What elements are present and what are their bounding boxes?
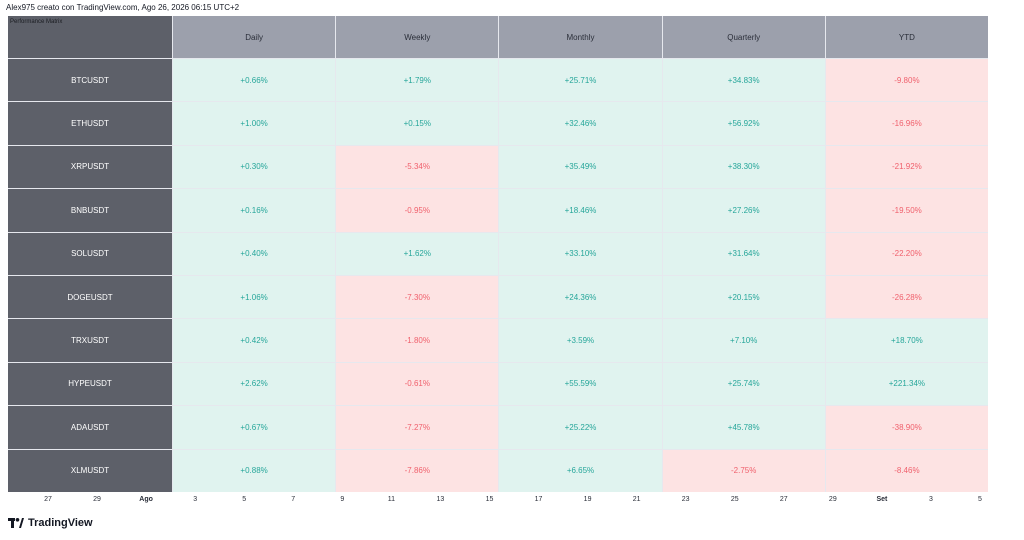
matrix-cell: +38.30% xyxy=(662,145,825,189)
time-axis-tick: 13 xyxy=(436,496,445,503)
time-axis-tick: 9 xyxy=(340,496,345,503)
matrix-cell: +0.30% xyxy=(173,145,336,189)
matrix-cell: +221.34% xyxy=(825,362,988,406)
matrix-cell: -22.20% xyxy=(825,232,988,275)
matrix-cell: -2.75% xyxy=(662,449,825,492)
matrix-cell: +56.92% xyxy=(662,102,825,145)
matrix-cell: +55.59% xyxy=(499,362,662,406)
column-header-quarterly: Quarterly xyxy=(662,16,825,58)
matrix-cell: -19.50% xyxy=(825,189,988,232)
matrix-cell: +1.00% xyxy=(173,102,336,145)
matrix-cell: +2.62% xyxy=(173,362,336,406)
matrix-cell: +24.36% xyxy=(499,276,662,319)
matrix-cell: +0.67% xyxy=(173,406,336,449)
matrix-cell: +18.70% xyxy=(825,319,988,362)
time-axis-tick: 21 xyxy=(632,496,641,503)
matrix-cell: -8.46% xyxy=(825,449,988,492)
column-header-weekly: Weekly xyxy=(336,16,499,58)
time-axis-tick: 27 xyxy=(779,496,788,503)
time-axis-tick: 7 xyxy=(291,496,296,503)
time-axis-tick: 5 xyxy=(242,496,247,503)
row-header-adausdt: ADAUSDT xyxy=(8,406,172,449)
matrix-cell: +27.26% xyxy=(662,189,825,232)
tradingview-logo-icon xyxy=(8,518,24,528)
matrix-cell: -9.80% xyxy=(825,59,988,102)
chart-attribution: Alex975 creato con TradingView.com, Ago … xyxy=(6,3,240,12)
matrix-cell: -1.80% xyxy=(336,319,499,362)
matrix-cell: +32.46% xyxy=(499,102,662,145)
tradingview-logo-text: TradingView xyxy=(28,517,93,529)
time-axis-tick: 3 xyxy=(928,496,933,503)
row-header-xlmusdt: XLMUSDT xyxy=(8,449,172,492)
matrix-cell: +25.74% xyxy=(662,362,825,406)
matrix-cell: -5.34% xyxy=(336,145,499,189)
time-axis-tick: 29 xyxy=(828,496,837,503)
time-axis-tick: Ago xyxy=(139,496,153,503)
row-header-trxusdt: TRXUSDT xyxy=(8,319,172,362)
tradingview-logo[interactable]: TradingView xyxy=(8,517,93,529)
time-axis[interactable]: 27 29 Ago 3 5 7 9 11 13 15 17 19 21 23 25 27 29 Set 3 5 xyxy=(8,492,988,508)
time-axis-tick: Set xyxy=(876,496,888,503)
matrix-cell: -21.92% xyxy=(825,145,988,189)
time-axis-tick: 3 xyxy=(193,496,198,503)
matrix-cell: +1.62% xyxy=(336,232,499,275)
time-axis-tick: 15 xyxy=(485,496,494,503)
matrix-title: Performance Matrix xyxy=(8,16,172,58)
matrix-cell: +18.46% xyxy=(499,189,662,232)
matrix-cell: +35.49% xyxy=(499,145,662,189)
matrix-cell: +0.15% xyxy=(336,102,499,145)
matrix-cell: +6.65% xyxy=(499,449,662,492)
matrix-cell: +1.79% xyxy=(336,59,499,102)
row-header-dogeusdt: DOGEUSDT xyxy=(8,276,172,319)
matrix-cell: +45.78% xyxy=(662,406,825,449)
row-header-bnbusdt: BNBUSDT xyxy=(8,189,172,232)
matrix-cell: -7.27% xyxy=(336,406,499,449)
matrix-cell: +0.42% xyxy=(173,319,336,362)
matrix-cell: -16.96% xyxy=(825,102,988,145)
matrix-cell: +25.22% xyxy=(499,406,662,449)
matrix-cell: +33.10% xyxy=(499,232,662,275)
row-header-hypeusdt: HYPEUSDT xyxy=(8,362,172,406)
row-header-btcusdt: BTCUSDT xyxy=(8,59,172,102)
time-axis-tick: 29 xyxy=(93,496,101,503)
row-header-ethusdt: ETHUSDT xyxy=(8,102,172,145)
column-header-ytd: YTD xyxy=(825,16,988,58)
matrix-cell: +34.83% xyxy=(662,59,825,102)
matrix-cell: +0.40% xyxy=(173,232,336,275)
column-header-monthly: Monthly xyxy=(499,16,662,58)
time-axis-tick: 27 xyxy=(44,496,52,503)
matrix-cell: +7.10% xyxy=(662,319,825,362)
matrix-cell: +0.88% xyxy=(173,449,336,492)
time-axis-tick: 23 xyxy=(681,496,690,503)
matrix-cell: -0.61% xyxy=(336,362,499,406)
row-header-solusdt: SOLUSDT xyxy=(8,232,172,275)
matrix-cell: +31.64% xyxy=(662,232,825,275)
matrix-cell: +25.71% xyxy=(499,59,662,102)
time-axis-tick: 5 xyxy=(978,496,982,503)
matrix-cell: -38.90% xyxy=(825,406,988,449)
matrix-cell: -26.28% xyxy=(825,276,988,319)
time-axis-tick: 19 xyxy=(583,496,592,503)
matrix-cell: -0.95% xyxy=(336,189,499,232)
column-header-daily: Daily xyxy=(173,16,336,58)
matrix-cell: +20.15% xyxy=(662,276,825,319)
matrix-cell: -7.30% xyxy=(336,276,499,319)
time-axis-tick: 17 xyxy=(534,496,543,503)
row-header-xrpusdt: XRPUSDT xyxy=(8,145,172,189)
time-axis-tick: 25 xyxy=(730,496,739,503)
matrix-cell: +3.59% xyxy=(499,319,662,362)
matrix-cell: -7.86% xyxy=(336,449,499,492)
matrix-cell: +0.16% xyxy=(173,189,336,232)
performance-matrix: Performance Matrix Daily Weekly Monthly Qua… xyxy=(8,16,988,492)
matrix-cell: +1.06% xyxy=(173,276,336,319)
matrix-cell: +0.66% xyxy=(173,59,336,102)
time-axis-tick: 11 xyxy=(387,496,395,503)
